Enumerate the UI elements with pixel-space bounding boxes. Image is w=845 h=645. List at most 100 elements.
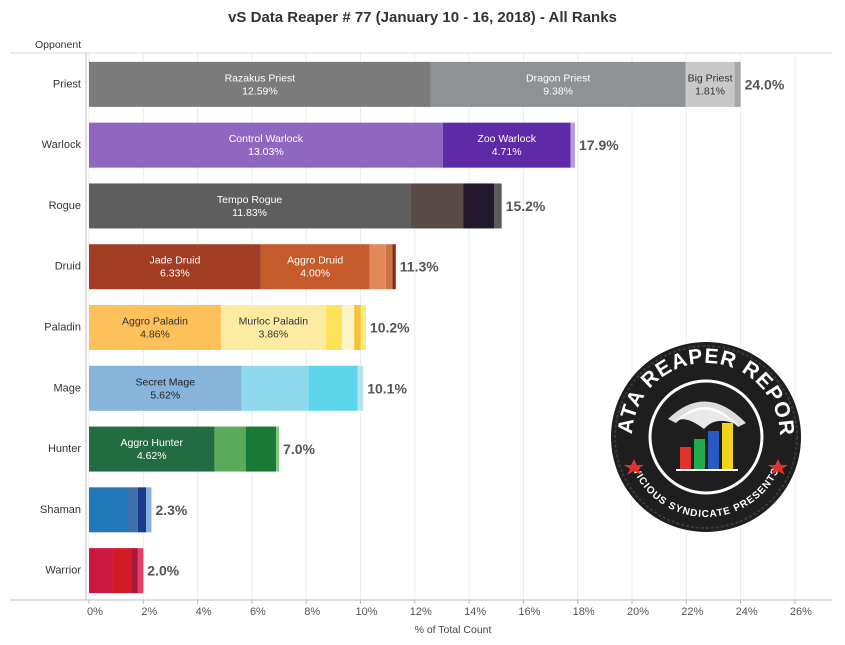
logo-bar-blue [708,431,719,469]
bar-segment [113,548,132,594]
x-tick-label: 18% [573,606,595,618]
x-tick-label: 2% [141,606,157,618]
bar-segment [127,487,138,533]
segment-value-label: 5.62% [150,389,180,401]
x-tick-label: 24% [736,606,758,618]
segment-name-label: Dragon Priest [526,72,590,84]
segment-name-label: Control Warlock [229,133,304,145]
bar-segment [214,426,246,472]
bar-segment [89,487,128,533]
bar-segment [392,244,396,290]
x-axis-label: % of Total Count [415,624,492,636]
segment-value-label: 4.00% [300,268,330,280]
logo-reaper-bars-icon [668,401,746,471]
bar-total-label: 17.9% [579,137,619,153]
bar-segment [360,305,366,350]
bar-total-label: 15.2% [506,198,546,214]
x-tick-label: 22% [681,606,703,618]
category-label: Rogue [49,200,81,212]
segment-value-label: 11.83% [232,207,267,219]
bar-segment [357,365,364,411]
logo-bar-red [680,447,691,469]
logo-star-right-icon [768,459,788,475]
category-label: Warrior [45,565,81,577]
bar-segment [146,487,152,533]
bar-segment [220,305,326,350]
logo-inner-border [648,379,764,495]
x-tick-label: 20% [627,606,649,618]
x-tick-label: 0% [87,606,103,618]
x-tick-labels: 0% 2% 4% 6% 8% 10% 12% 14% 16% 18% 20% 22% 24% 26% [87,606,812,618]
bar-segment [342,305,355,350]
bar-segment [89,244,261,290]
logo-inner-disc [653,384,759,490]
plot-frame [10,52,832,601]
x-tick-label: 10% [355,606,377,618]
x-tick-label: 8% [304,606,320,618]
bar-segment [260,244,370,290]
y-axis-label: Opponent [35,39,81,51]
x-tick-label: 4% [196,606,212,618]
x-tick-label: 6% [250,606,266,618]
chart-title: vS Data Reaper # 77 (January 10 - 16, 20… [228,9,617,26]
segment-name-label: Murloc Paladin [239,316,309,328]
bar-total-label: 2.3% [155,502,187,518]
segment-value-label: 9.38% [543,85,573,97]
x-tick-label: 12% [410,606,432,618]
category-label: Paladin [44,322,81,334]
segment-value-label: 12.59% [242,85,278,97]
segment-value-label: 1.81% [695,85,725,97]
category-label: Priest [53,78,81,90]
segment-value-label: 6.33% [160,268,190,280]
segment-value-label: 4.86% [140,329,170,341]
x-tick-label: 26% [790,606,812,618]
segment-name-label: Zoo Warlock [477,133,536,145]
segment-name-label: Big Priest [688,72,733,84]
bar-total-label: 7.0% [283,441,315,457]
segment-name-label: Razakus Priest [225,72,296,84]
bar-total-label: 24.0% [745,76,785,92]
category-label: Mage [53,382,81,394]
segment-value-label: 3.86% [258,329,288,341]
category-labels: Priest Warlock Rogue Druid Paladin Mage Hunter… [40,78,81,576]
bar-segment [89,122,443,168]
logo-bar-yellow [722,423,733,469]
logo-bar-green [694,439,705,469]
bar-segment [89,183,411,229]
segment-name-label: Aggro Druid [287,255,343,267]
bar-segment [308,365,358,411]
bar-segment [494,183,502,229]
bar-segment [354,305,361,350]
x-tick-label: 16% [518,606,540,618]
segment-name-label: Secret Mage [136,376,196,388]
segment-name-label: Aggro Hunter [120,437,183,449]
bar-segment [442,122,571,168]
segment-value-label: 4.62% [137,450,167,462]
bar-segment [89,426,215,472]
logo-star-left-icon [624,459,644,475]
segment-name-label: Jade Druid [150,255,201,267]
bar-segment [570,122,575,168]
bar-segment [245,426,277,472]
category-label: Druid [55,261,81,273]
bar-segment [131,548,138,594]
segment-value-label: 13.03% [248,146,284,158]
bar-segment [137,487,147,533]
bar-total-label: 11.3% [400,259,439,275]
bar-total-label: 2.0% [147,563,179,579]
x-tick-label: 14% [464,606,486,618]
category-label: Hunter [48,443,81,455]
data-reaper-report-logo: DATA REAPER REPORT VICIOUS SYNDICATE PRE… [611,342,801,532]
bar-segment [734,61,741,107]
bar-segment [89,365,242,411]
bar-segment [89,305,221,350]
segment-name-label: Tempo Rogue [217,194,283,206]
category-label: Warlock [42,139,82,151]
bar-segment [410,183,464,229]
bar-segment [89,61,431,107]
bar-segment [430,61,686,107]
category-label: Shaman [40,504,81,516]
bar-total-label: 10.1% [367,380,407,396]
